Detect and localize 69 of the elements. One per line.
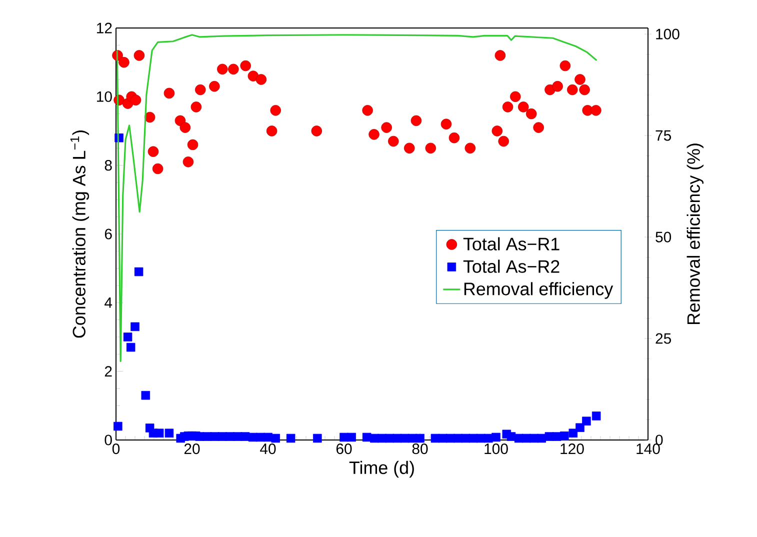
point: [228, 64, 239, 75]
point: [190, 102, 202, 112]
point: [492, 126, 503, 136]
y2-tick-label: 0: [656, 434, 663, 446]
x-tick-label: 140: [636, 444, 660, 454]
y-tick-label: 4: [104, 298, 112, 308]
point: [388, 136, 399, 147]
point: [533, 122, 544, 133]
point: [217, 64, 228, 75]
y-tick-label: 0: [104, 434, 112, 446]
x-tick-label: 120: [560, 444, 584, 454]
x-tick-label: 100: [484, 444, 508, 454]
point: [574, 74, 586, 85]
y2-axis-title: Removal efficiency (%): [686, 144, 704, 324]
x-tick-label: 0: [112, 444, 120, 454]
point: [440, 118, 452, 130]
point: [567, 84, 578, 96]
point: [381, 122, 392, 133]
point: [266, 126, 278, 136]
y-tick-label: 2: [104, 366, 112, 377]
y2-tick-label: 50: [656, 232, 672, 242]
point: [118, 56, 130, 68]
point: [526, 108, 537, 120]
point: [404, 142, 415, 154]
y-tick-label: 10: [97, 91, 112, 102]
point: [510, 91, 521, 102]
point: [194, 84, 206, 96]
point: [494, 50, 506, 61]
point: [579, 84, 590, 96]
point: [270, 105, 281, 116]
legend-label: Total As−R1: [463, 237, 560, 250]
point: [498, 136, 509, 147]
y-axis-title: Concentration (mg As L$^{−1}$): [70, 130, 90, 338]
point: [240, 60, 251, 72]
x-tick-label: 60: [336, 444, 352, 454]
point: [311, 126, 322, 136]
point: [134, 50, 145, 61]
y-tick-label: 6: [104, 228, 112, 240]
point: [590, 105, 602, 116]
y2-tick-label: 75: [656, 130, 672, 141]
point: [464, 142, 476, 154]
x-axis-title: Time (d): [349, 460, 414, 478]
point: [209, 80, 220, 92]
x-tick-label: 80: [412, 444, 428, 454]
point: [410, 115, 422, 126]
point: [187, 139, 198, 150]
point: [502, 102, 514, 112]
x-tick-label: 40: [260, 444, 276, 454]
point: [368, 129, 380, 140]
point: [164, 88, 175, 99]
point: [560, 60, 571, 72]
y-tick-label: 12: [97, 22, 112, 34]
point: [448, 132, 460, 144]
point: [518, 102, 529, 112]
point: [182, 156, 194, 168]
point: [130, 94, 142, 106]
point: [148, 146, 159, 157]
point: [362, 105, 373, 116]
point: [180, 122, 191, 133]
y2-tick-label: 100: [656, 28, 680, 40]
point: [256, 74, 267, 85]
y-tick-label: 8: [104, 160, 112, 171]
x-tick-label: 20: [184, 444, 200, 454]
legend-label: Removal efficiency: [464, 282, 614, 299]
legend-label: Total As−R2: [463, 260, 560, 273]
point: [425, 142, 436, 154]
point: [552, 80, 563, 92]
point: [152, 163, 164, 174]
y2-tick-label: 25: [656, 333, 672, 344]
